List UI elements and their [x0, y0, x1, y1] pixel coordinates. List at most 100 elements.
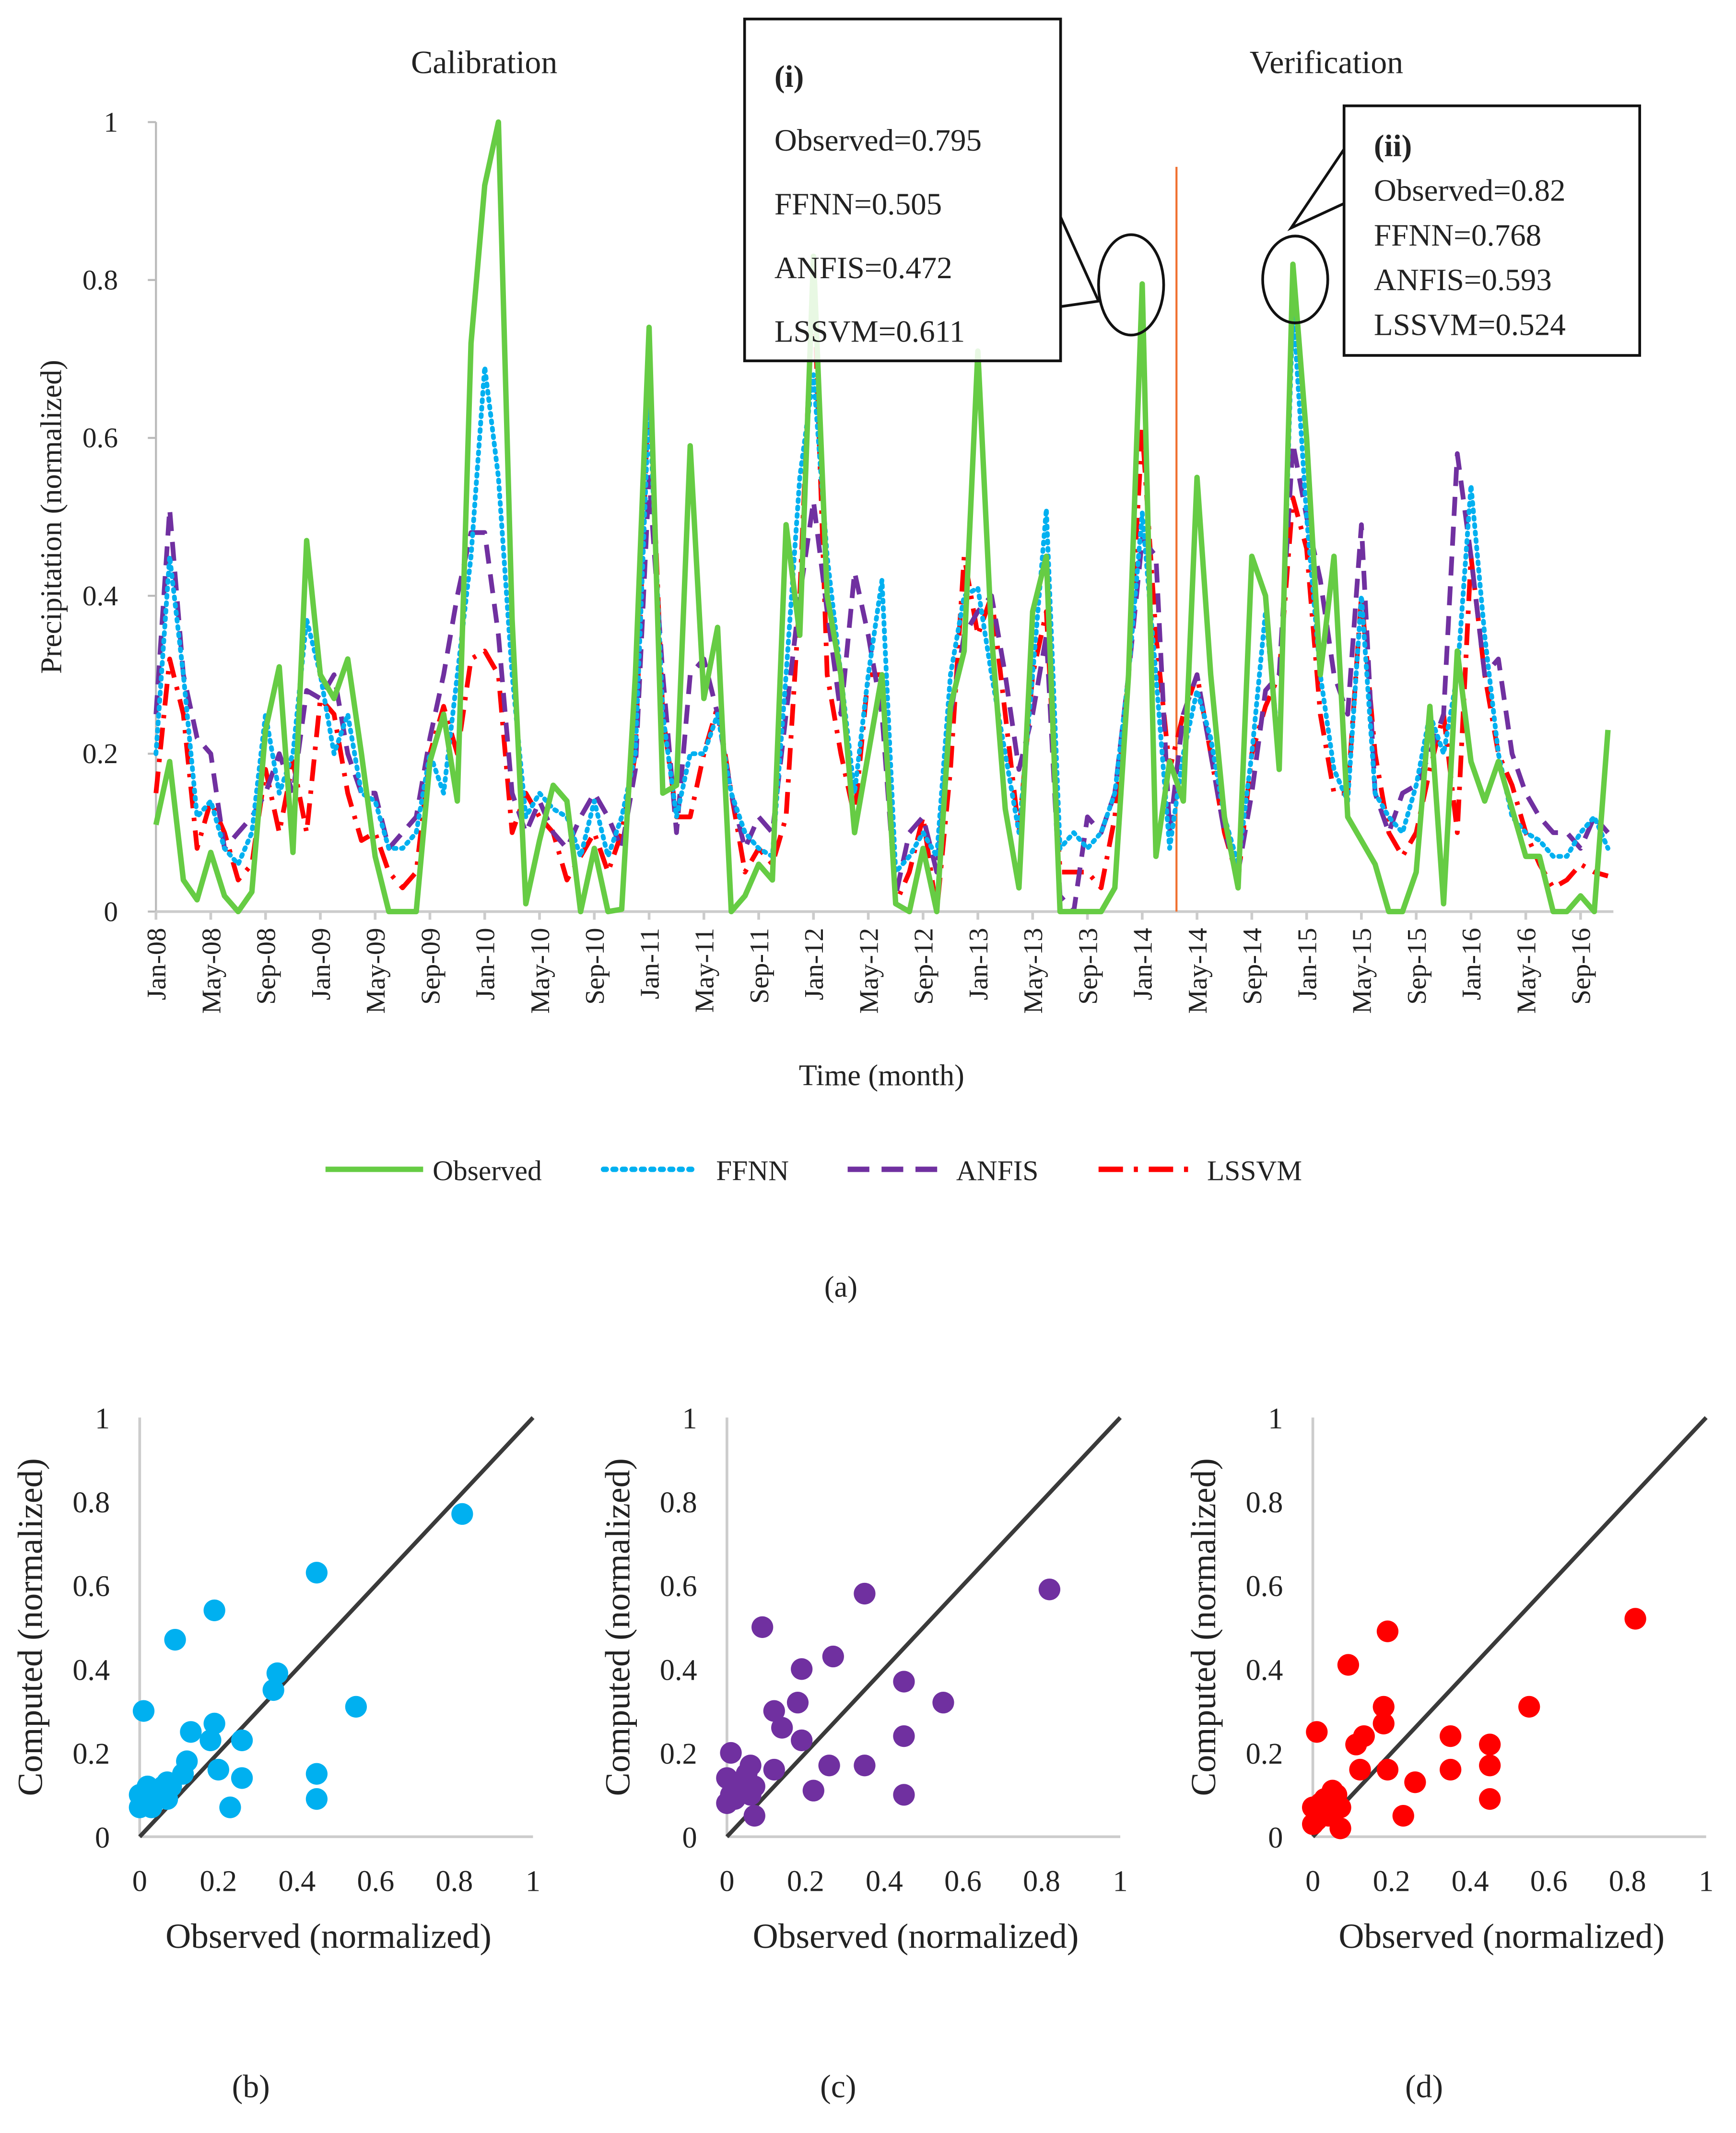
- legend: Observed FFNN ANFIS LSSVM: [325, 1155, 1302, 1186]
- x-tick-label: Jan-10: [471, 928, 501, 1000]
- callout-line: LSSVM=0.611: [774, 315, 965, 349]
- data-point: [893, 1671, 915, 1693]
- y-tick-label: 0.4: [72, 1654, 110, 1686]
- data-point: [1038, 1579, 1061, 1601]
- y-tick-label: 0.2: [1246, 1738, 1283, 1770]
- data-point: [739, 1755, 762, 1777]
- data-point: [743, 1804, 765, 1827]
- y-tick-label: 0.4: [1246, 1654, 1283, 1686]
- legend-label-observed: Observed: [433, 1155, 542, 1186]
- y-tick-label: 0: [95, 1822, 110, 1854]
- x-tick-label: 1: [526, 1865, 540, 1897]
- x-tick-label: May-16: [1512, 928, 1541, 1013]
- panel-label: (c): [820, 2068, 856, 2104]
- data-point: [451, 1503, 473, 1525]
- panel-label: (b): [232, 2068, 270, 2104]
- data-point: [854, 1755, 876, 1777]
- y-tick-label: 0.6: [82, 422, 118, 454]
- legend-label-anfis: ANFIS: [956, 1155, 1039, 1186]
- x-tick-label: 0.8: [1609, 1865, 1646, 1897]
- data-point: [1337, 1654, 1360, 1676]
- y-tick-label: 0.4: [660, 1654, 697, 1686]
- data-point: [180, 1721, 202, 1743]
- data-point: [1306, 1721, 1328, 1743]
- y-tick-label: 1: [682, 1402, 697, 1435]
- verification-title: Verification: [1250, 45, 1403, 81]
- data-point: [1479, 1733, 1501, 1756]
- x-tick-label: 0.2: [1373, 1865, 1410, 1897]
- x-tick-label: May-08: [197, 928, 226, 1013]
- data-point: [818, 1755, 840, 1777]
- x-tick-label: 1: [1113, 1865, 1127, 1897]
- callout-line: ANFIS=0.593: [1374, 263, 1552, 297]
- x-tick-label: Jan-16: [1457, 928, 1487, 1000]
- x-tick-label: Jan-11: [635, 928, 665, 999]
- data-point: [164, 1628, 186, 1651]
- data-point: [1479, 1755, 1501, 1777]
- data-point: [1372, 1712, 1395, 1734]
- data-point: [1440, 1758, 1462, 1781]
- data-point: [305, 1562, 328, 1584]
- data-point: [720, 1742, 742, 1764]
- series-line-observed: [153, 119, 1611, 915]
- one-to-one-line: [725, 1416, 1122, 1838]
- data-point: [1440, 1725, 1462, 1747]
- data-point: [791, 1729, 813, 1751]
- x-axis-label: Observed (normalized): [1338, 1916, 1665, 1956]
- x-tick-label: 0.6: [944, 1865, 982, 1897]
- data-point: [231, 1729, 253, 1751]
- data-point: [1518, 1696, 1540, 1718]
- y-tick-label: 0.8: [1246, 1486, 1283, 1519]
- callout-i: (i) Observed=0.795 FFNN=0.505 ANFIS=0.47…: [743, 17, 1165, 363]
- x-tick-label: 0.8: [1023, 1865, 1060, 1897]
- y-tick-label: 0.8: [660, 1486, 697, 1519]
- data-point: [822, 1645, 844, 1668]
- callout-line: FFNN=0.768: [1374, 218, 1541, 253]
- x-tick-label: Sep-08: [252, 928, 282, 1004]
- data-point: [219, 1796, 241, 1818]
- x-tick-label: 0.4: [278, 1865, 316, 1897]
- series-line-ffnn: [153, 303, 1610, 875]
- y-tick-label: 0.8: [72, 1486, 110, 1519]
- data-point: [1392, 1804, 1414, 1827]
- x-tick-label: May-13: [1019, 928, 1048, 1013]
- x-tick-label: May-15: [1348, 928, 1377, 1013]
- data-point: [1372, 1696, 1395, 1718]
- data-point: [1310, 1792, 1332, 1815]
- time-series-chart: Calibration Verification Precipitation (…: [35, 17, 1642, 1304]
- x-tick-label: Sep-13: [1073, 928, 1103, 1004]
- y-axis-label: Computed (normalized): [598, 1458, 637, 1796]
- x-tick-label: May-12: [854, 928, 884, 1013]
- y-tick-label: 0: [104, 896, 118, 927]
- panel-label: (d): [1405, 2068, 1443, 2104]
- x-tick-label: May-14: [1183, 928, 1213, 1013]
- callout-box-ii: [1342, 104, 1642, 357]
- x-tick-label: May-10: [526, 928, 555, 1013]
- x-tick-label: 0.4: [1452, 1865, 1489, 1897]
- callout-line: Observed=0.82: [1374, 174, 1566, 208]
- x-tick-label: 1: [1699, 1865, 1713, 1897]
- data-point: [791, 1658, 813, 1680]
- x-tick-label: Jan-15: [1292, 928, 1322, 1000]
- callout-ii: (ii) Observed=0.82 FFNN=0.768 ANFIS=0.59…: [1261, 104, 1642, 357]
- data-point: [893, 1784, 915, 1806]
- x-tick-label: Sep-11: [745, 928, 774, 1003]
- one-to-one-line: [1311, 1416, 1708, 1838]
- x-tick-label: Sep-10: [580, 928, 610, 1004]
- scatter-panel-ffnn: 0 0.2 0.4 0.6 0.8 1 0 0.2 0.4 0.6 0.8 1 Computed (no…: [11, 1402, 540, 2104]
- x-tick-label: Jan-09: [306, 928, 336, 1000]
- calibration-title: Calibration: [411, 45, 557, 81]
- data-point: [1479, 1788, 1501, 1810]
- y-tick-label: 0.8: [82, 264, 118, 296]
- x-tick-label: May-11: [690, 928, 720, 1013]
- panel-label-a: (a): [824, 1271, 857, 1304]
- data-point: [763, 1700, 785, 1722]
- data-point: [1345, 1733, 1367, 1756]
- x-tick-label: 0.2: [787, 1865, 824, 1897]
- callout-pointer-i: [1059, 216, 1101, 308]
- y-axis-label: Computed (normalized): [1184, 1458, 1223, 1796]
- y-tick-label: 1: [104, 106, 118, 138]
- x-tick-label: 0.6: [1530, 1865, 1568, 1897]
- data-point: [854, 1582, 876, 1605]
